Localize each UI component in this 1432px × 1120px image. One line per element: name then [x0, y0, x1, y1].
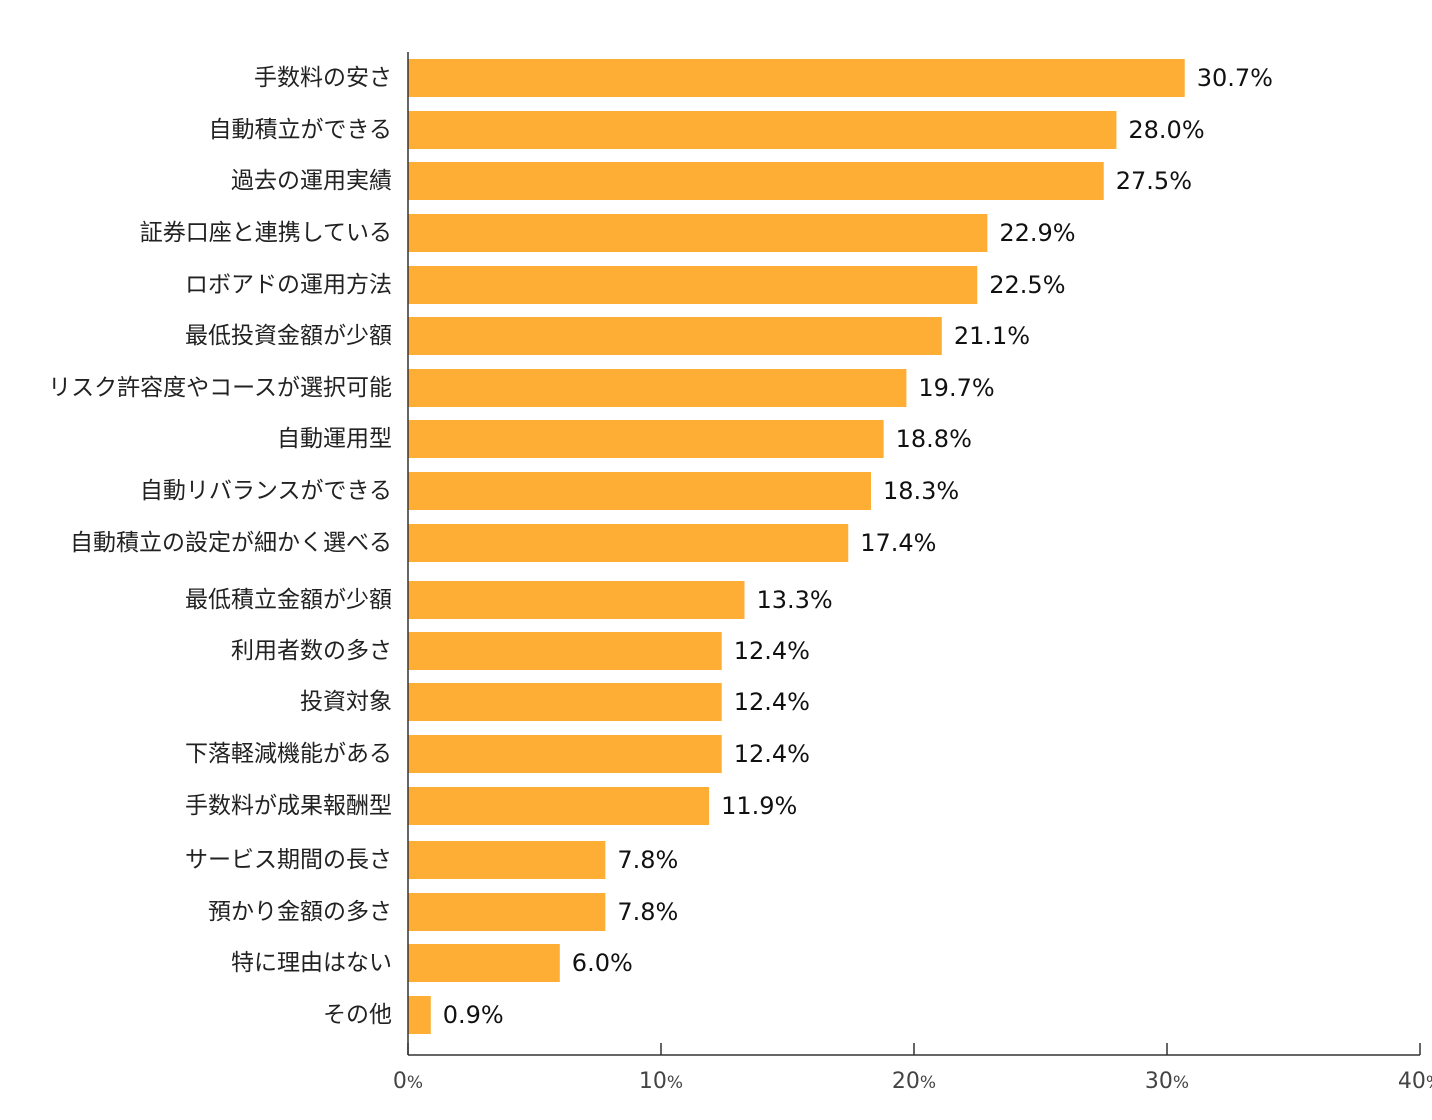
tick-number: 0 [393, 1069, 407, 1094]
bar-8 [408, 420, 884, 458]
x-tick-label-0: 0% [393, 1069, 423, 1094]
bar-16 [408, 841, 606, 879]
value-label-4: 22.9% [999, 219, 1075, 247]
category-label-8: 自動運用型 [277, 426, 392, 452]
value-label-16: 7.8% [617, 846, 678, 874]
value-label-19: 0.9% [443, 1001, 504, 1029]
tick-number: 30 [1145, 1069, 1173, 1094]
value-label-14: 12.4% [734, 740, 810, 768]
category-label-12: 利用者数の多さ [231, 638, 392, 664]
value-label-5: 22.5% [989, 271, 1065, 299]
bar-4 [408, 214, 988, 252]
bar-19 [408, 996, 431, 1034]
category-label-1: 手数料の安さ [254, 65, 392, 91]
value-label-9: 18.3% [883, 477, 959, 505]
bar-18 [408, 944, 560, 982]
category-label-11: 最低積立金額が少額 [185, 587, 392, 613]
bar-3 [408, 162, 1104, 200]
category-label-18: 特に理由はない [231, 950, 392, 976]
tick-number: 20 [892, 1069, 920, 1094]
bar-13 [408, 683, 722, 721]
tick-unit: % [407, 1073, 423, 1093]
tick-unit: % [667, 1073, 683, 1093]
value-label-12: 12.4% [734, 637, 810, 665]
bar-1 [408, 59, 1185, 97]
bar-15 [408, 787, 710, 825]
category-label-2: 自動積立ができる [208, 117, 392, 143]
value-label-2: 28.0% [1128, 116, 1204, 144]
bar-14 [408, 735, 722, 773]
bar-17 [408, 893, 606, 931]
value-label-13: 12.4% [734, 688, 810, 716]
bar-6 [408, 317, 942, 355]
bar-12 [408, 632, 722, 670]
category-label-14: 下落軽減機能がある [185, 741, 392, 767]
value-label-8: 18.8% [896, 425, 972, 453]
category-label-5: ロボアドの運用方法 [185, 272, 392, 298]
category-label-15: 手数料が成果報酬型 [185, 793, 392, 819]
tick-number: 10 [639, 1069, 667, 1094]
value-label-17: 7.8% [617, 898, 678, 926]
tick-unit: % [1426, 1073, 1432, 1093]
bar-7 [408, 369, 907, 407]
value-label-18: 6.0% [572, 949, 633, 977]
bar-10 [408, 524, 849, 562]
category-label-6: 最低投資金額が少額 [185, 323, 392, 349]
category-label-7: リスク許容度やコースが選択可能 [48, 375, 392, 401]
tick-number: 40 [1398, 1069, 1426, 1094]
value-label-7: 19.7% [918, 374, 994, 402]
value-label-1: 30.7% [1197, 64, 1273, 92]
x-tick-label-30: 30% [1145, 1069, 1189, 1094]
value-label-3: 27.5% [1116, 167, 1192, 195]
x-tick-label-40: 40% [1398, 1069, 1432, 1094]
category-label-16: サービス期間の長さ [185, 847, 392, 873]
value-label-15: 11.9% [721, 792, 797, 820]
category-label-17: 預かり金額の多さ [208, 899, 392, 925]
category-label-3: 過去の運用実績 [231, 168, 392, 194]
x-tick-label-20: 20% [892, 1069, 936, 1094]
category-label-10: 自動積立の設定が細かく選べる [70, 530, 392, 556]
value-label-11: 13.3% [756, 586, 832, 614]
tick-unit: % [920, 1073, 936, 1093]
category-label-4: 証券口座と連携している [140, 220, 392, 246]
category-label-9: 自動リバランスができる [140, 478, 392, 504]
bar-11 [408, 581, 745, 619]
bar-5 [408, 266, 978, 304]
value-label-10: 17.4% [860, 529, 936, 557]
bar-2 [408, 111, 1117, 149]
category-label-19: その他 [323, 1002, 392, 1028]
category-label-13: 投資対象 [300, 689, 392, 715]
bar-9 [408, 472, 871, 510]
x-tick-label-10: 10% [639, 1069, 683, 1094]
value-label-6: 21.1% [954, 322, 1030, 350]
tick-unit: % [1173, 1073, 1189, 1093]
